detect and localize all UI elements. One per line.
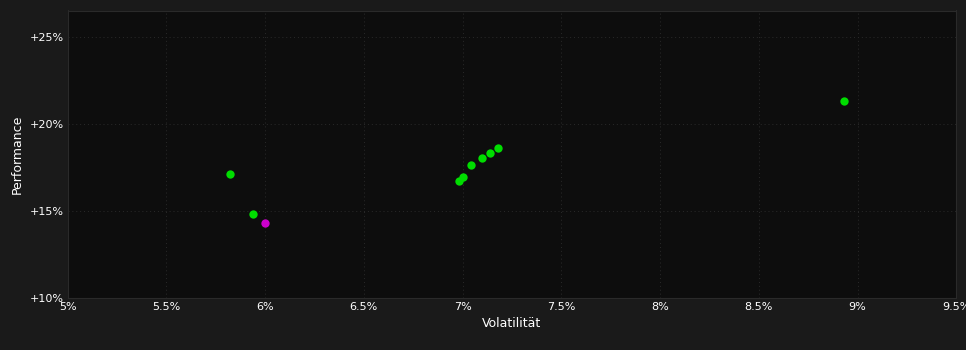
Point <box>474 155 490 161</box>
Point <box>451 178 467 184</box>
Point <box>455 175 470 180</box>
Y-axis label: Performance: Performance <box>11 114 24 194</box>
Point <box>836 98 851 104</box>
Point <box>491 145 506 151</box>
Point <box>245 211 261 217</box>
Point <box>483 150 498 156</box>
Point <box>463 162 478 168</box>
Point <box>257 220 272 225</box>
Point <box>222 171 238 177</box>
X-axis label: Volatilität: Volatilität <box>482 317 542 330</box>
